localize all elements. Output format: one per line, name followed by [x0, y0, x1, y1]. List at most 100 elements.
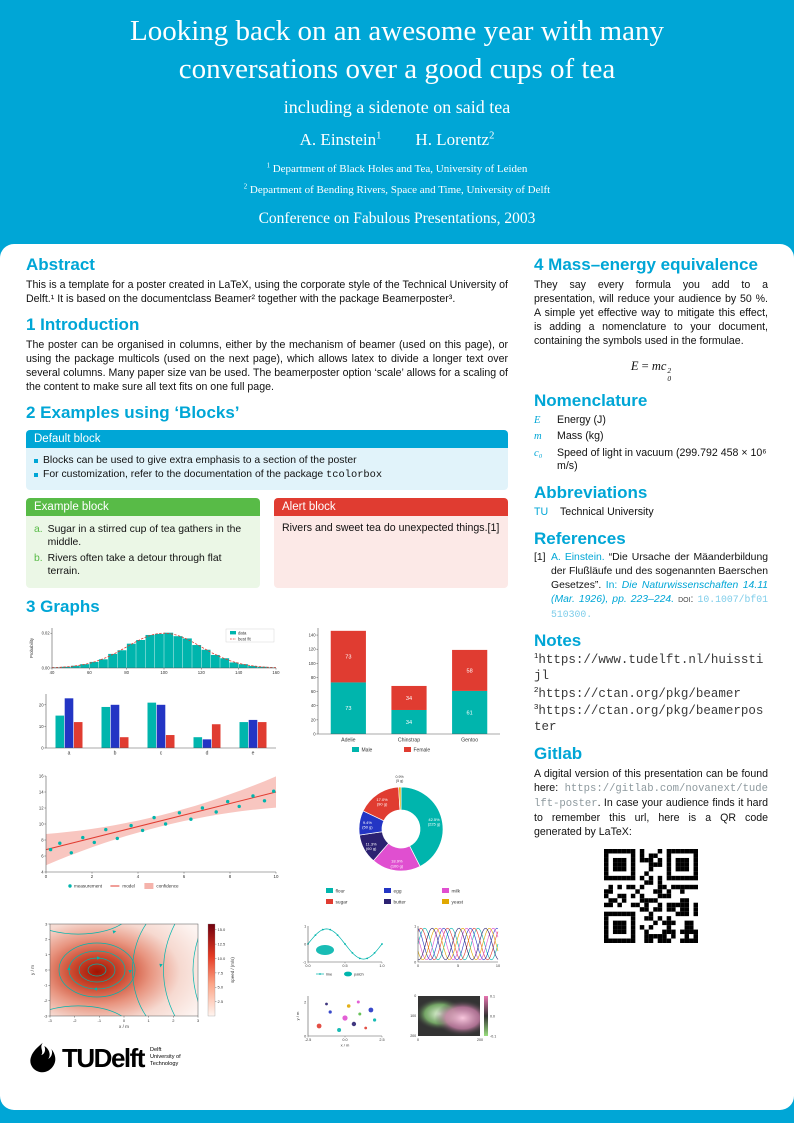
svg-text:2.5: 2.5 [218, 999, 224, 1004]
bullet-icon [34, 473, 38, 478]
svg-text:100: 100 [309, 661, 317, 666]
svg-text:61: 61 [467, 711, 473, 717]
svg-text:2: 2 [45, 937, 48, 942]
svg-text:140: 140 [309, 633, 317, 638]
svg-text:0.9%: 0.9% [396, 775, 405, 779]
svg-text:0.02: 0.02 [42, 631, 51, 636]
svg-text:60: 60 [87, 670, 92, 675]
svg-text:0: 0 [417, 964, 419, 968]
right-column: 4 Mass–energy equivalence They say every… [534, 254, 768, 1110]
note-item: 2https://ctan.org/pkg/beamer [534, 684, 741, 701]
svg-text:10: 10 [496, 964, 500, 968]
svg-text:80: 80 [311, 675, 316, 680]
svg-text:200: 200 [410, 1034, 416, 1038]
svg-text:-3: -3 [48, 1018, 52, 1023]
poster-subtitle: including a sidenote on said tea [283, 97, 511, 118]
svg-text:Probability: Probability [29, 637, 34, 658]
svg-text:1: 1 [45, 952, 48, 957]
svg-text:34: 34 [406, 720, 412, 726]
tudelft-logo: TUDelft Delft University of Technology [26, 1041, 282, 1074]
svg-text:100: 100 [410, 1014, 416, 1018]
svg-text:10: 10 [39, 724, 44, 729]
svg-text:8: 8 [229, 874, 232, 879]
svg-text:80: 80 [124, 670, 129, 675]
svg-text:5.0: 5.0 [218, 985, 224, 990]
heading-abstract: Abstract [26, 255, 95, 274]
svg-text:0: 0 [304, 1035, 306, 1039]
svg-text:2: 2 [172, 1018, 175, 1023]
gitlab-text: A digital version of this presentation c… [534, 768, 768, 839]
poster-title: Looking back on an awesome year with man… [130, 15, 664, 85]
svg-text:data: data [238, 631, 247, 636]
stacked-bar-chart: 73 73 Adelie 34 34 Chinstrap 61 58 Gentoo 0 20 40 60… [294, 622, 508, 762]
svg-text:0.0: 0.0 [305, 964, 310, 968]
note-url[interactable]: https://ctan.org/pkg/beamerposter [534, 704, 764, 734]
svg-text:10.0: 10.0 [218, 956, 227, 961]
nomenclature-row: E Energy (J) [534, 414, 606, 427]
chart-cell: 73 73 Adelie 34 34 Chinstrap 61 58 Gentoo 0 20 40 60… [294, 622, 508, 764]
svg-text:-0.1: -0.1 [490, 1035, 496, 1039]
default-block-body: Blocks can be used to give extra emphasi… [26, 447, 508, 490]
svg-text:-2: -2 [44, 998, 48, 1003]
note-url[interactable]: https://www.tudelft.nl/huisstijl [534, 653, 764, 683]
bullet-item: For customization, refer to the document… [34, 469, 500, 481]
svg-text:sugar: sugar [336, 900, 348, 906]
svg-text:Male: Male [362, 748, 373, 754]
mass-energy-text: They say every formula you add to a pres… [534, 278, 768, 347]
default-block: Default block Blocks can be used to give… [26, 429, 508, 490]
svg-text:-2: -2 [73, 1018, 77, 1023]
svg-text:patch: patch [354, 972, 364, 977]
svg-text:Adelie: Adelie [341, 738, 356, 744]
regression-chart: 0 2 4 6 8 10 4 6 8 10 12 14 16 measurement model confid… [26, 772, 282, 896]
svg-text:100: 100 [160, 670, 168, 675]
svg-text:b: b [114, 751, 117, 757]
svg-text:(225 g): (225 g) [428, 822, 441, 827]
svg-text:0: 0 [414, 961, 416, 965]
svg-text:2.5: 2.5 [379, 1038, 384, 1042]
svg-text:1.0: 1.0 [379, 964, 384, 968]
svg-text:20: 20 [39, 703, 44, 708]
svg-text:confidence: confidence [156, 884, 179, 889]
poster-body: Abstract This is a template for a poster… [0, 244, 794, 1110]
svg-text:0: 0 [417, 1038, 419, 1042]
doi-link[interactable]: 10.1007/bf01510300. [551, 594, 768, 620]
svg-text:120: 120 [309, 647, 317, 652]
svg-text:-1: -1 [98, 1018, 102, 1023]
svg-text:e: e [252, 751, 255, 757]
svg-text:40: 40 [50, 670, 55, 675]
svg-text:140: 140 [235, 670, 243, 675]
streamplot-chart: -3 -2 -1 0 1 2 3 -3 -2 -1 0 1 2 3 x / m y / m 2.5 5.0 7.5 1… [26, 920, 282, 1032]
left-column: Abstract This is a template for a poster… [26, 254, 508, 1110]
svg-text:0: 0 [414, 994, 416, 998]
svg-text:(5 g): (5 g) [396, 779, 403, 783]
svg-text:0.00: 0.00 [42, 666, 51, 671]
svg-text:3: 3 [197, 1018, 200, 1023]
enum-item: b. Rivers often take a detour through fla… [34, 552, 222, 578]
svg-text:y / m: y / m [30, 965, 35, 975]
svg-text:c: c [160, 751, 163, 757]
svg-text:17.0%: 17.0% [376, 797, 388, 802]
alert-block-body: Rivers and sweet tea do unexpected thing… [274, 515, 508, 588]
svg-text:yeast: yeast [452, 900, 464, 906]
introduction-text: The poster can be organised in columns, … [26, 338, 508, 393]
enum-item: a. Sugar in a stirred cup of tea gathers … [34, 523, 242, 549]
svg-text:73: 73 [345, 655, 351, 661]
heading-graphs: 3 Graphs [26, 596, 100, 616]
svg-text:flour: flour [336, 889, 346, 895]
chart-cell: 40 60 80 100 120 140 160 0.00 0.02 Probability dat… [26, 622, 282, 764]
svg-text:speed / (m/s): speed / (m/s) [230, 957, 235, 983]
svg-text:line: line [326, 972, 333, 977]
svg-text:(60 g): (60 g) [366, 846, 377, 851]
mass-energy-formula: E = mc 2 0 [630, 359, 672, 383]
svg-text:120: 120 [198, 670, 206, 675]
svg-text:60: 60 [311, 689, 316, 694]
gitlab-url[interactable]: https://gitlab.com/novanext/tudelft-post… [534, 783, 768, 811]
note-url[interactable]: https://ctan.org/pkg/beamer [538, 686, 741, 701]
svg-text:10: 10 [39, 822, 44, 827]
example-alert-row: Example block a. Sugar in a stirred cup o… [26, 497, 508, 588]
svg-text:10: 10 [274, 874, 279, 879]
svg-text:(50 g): (50 g) [362, 825, 373, 830]
chart-cell: 0.0 0.5 1.0 -1 0 1 line patch 0 5 10 0 1 -2.5 0.0 2.5 0 2… [294, 920, 508, 1074]
author-list: A. Einstein1 H. Lorentz2 [0, 130, 794, 150]
